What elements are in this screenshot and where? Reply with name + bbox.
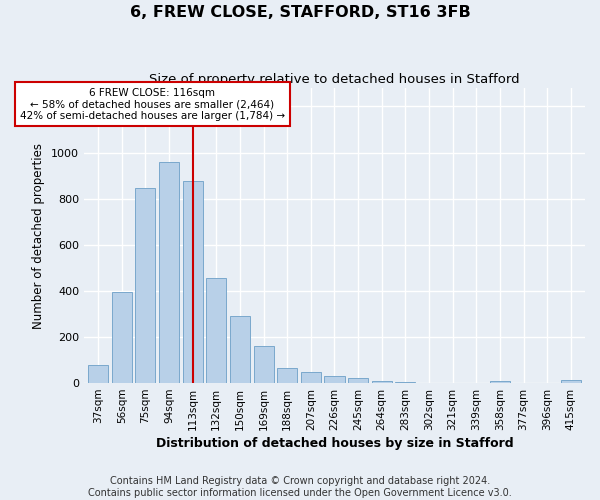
Bar (395, 382, 415, 383)
Bar (136, 188, 155, 383)
Bar (254, 346, 274, 383)
Bar (325, 376, 344, 383)
Bar (230, 316, 250, 383)
Text: Contains HM Land Registry data © Crown copyright and database right 2024.
Contai: Contains HM Land Registry data © Crown c… (88, 476, 512, 498)
Bar (372, 381, 392, 383)
Bar (206, 278, 226, 383)
Bar (88, 364, 108, 383)
Bar (182, 182, 203, 383)
Text: 6 FREW CLOSE: 116sqm
← 58% of detached houses are smaller (2,464)
42% of semi-de: 6 FREW CLOSE: 116sqm ← 58% of detached h… (20, 88, 285, 121)
Bar (159, 162, 179, 383)
Bar (561, 380, 581, 383)
Text: 6, FREW CLOSE, STAFFORD, ST16 3FB: 6, FREW CLOSE, STAFFORD, ST16 3FB (130, 5, 470, 20)
Y-axis label: Number of detached properties: Number of detached properties (32, 142, 46, 328)
Bar (112, 292, 132, 383)
Bar (348, 378, 368, 383)
X-axis label: Distribution of detached houses by size in Stafford: Distribution of detached houses by size … (155, 437, 513, 450)
Bar (277, 368, 297, 383)
Title: Size of property relative to detached houses in Stafford: Size of property relative to detached ho… (149, 72, 520, 86)
Bar (490, 381, 510, 383)
Bar (301, 372, 321, 383)
